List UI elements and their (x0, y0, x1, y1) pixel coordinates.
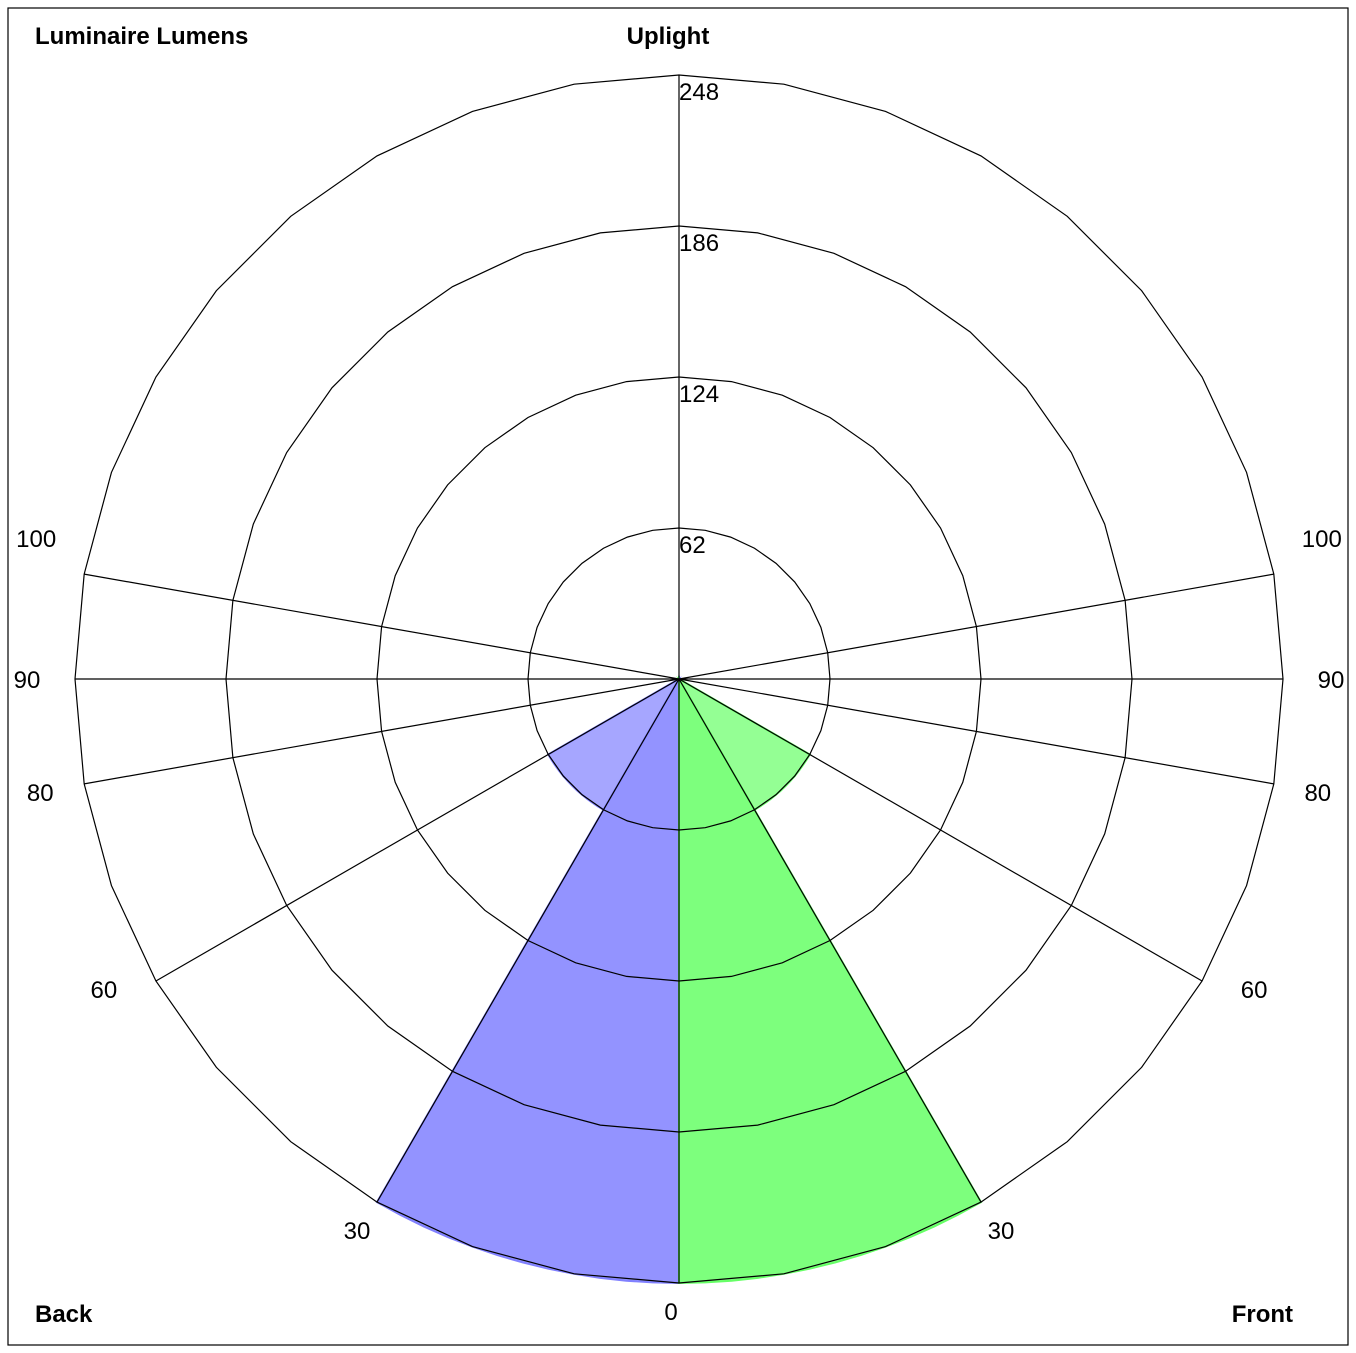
angle-label-front-100: 100 (1302, 526, 1342, 553)
spoke-front-30 (678, 678, 982, 1203)
spoke-back-80 (84, 678, 680, 785)
chart-title: Luminaire Lumens (35, 23, 248, 50)
angle-label-front-60: 60 (1241, 977, 1268, 1004)
angle-label-back-80: 80 (27, 780, 54, 807)
radial-tick-label-62: 62 (679, 532, 706, 559)
spoke-back-60 (155, 678, 680, 982)
angle-label-back-0: 0 (664, 1299, 677, 1326)
angle-label-front-30: 30 (988, 1218, 1015, 1245)
labels-layer: 62 124 186 248 0 30 60 80 90 100 30 60 80 90 100 (14, 79, 1345, 1326)
angle-label-back-30: 30 (344, 1218, 371, 1245)
radial-tick-label-248: 248 (679, 79, 719, 106)
front-label: Front (1232, 1301, 1293, 1328)
angle-label-back-90: 90 (14, 667, 41, 694)
spoke-back-30 (376, 678, 680, 1203)
front-zone-0-30 (678, 675, 983, 1285)
spoke-front-60 (678, 678, 1203, 982)
angle-label-back-100: 100 (16, 526, 56, 553)
radial-tick-label-186: 186 (679, 230, 719, 257)
spoke-front-100 (678, 573, 1274, 680)
grid-layer (74, 74, 1284, 1284)
angle-label-front-80: 80 (1304, 780, 1331, 807)
radial-tick-label-124: 124 (679, 381, 719, 408)
spoke-front-80 (678, 678, 1274, 785)
back-zone-0-30 (375, 675, 680, 1285)
back-label: Back (35, 1301, 93, 1328)
angle-label-front-90: 90 (1318, 667, 1345, 694)
angle-label-back-60: 60 (91, 977, 118, 1004)
uplight-label: Uplight (627, 23, 710, 50)
spoke-back-100 (84, 573, 680, 680)
